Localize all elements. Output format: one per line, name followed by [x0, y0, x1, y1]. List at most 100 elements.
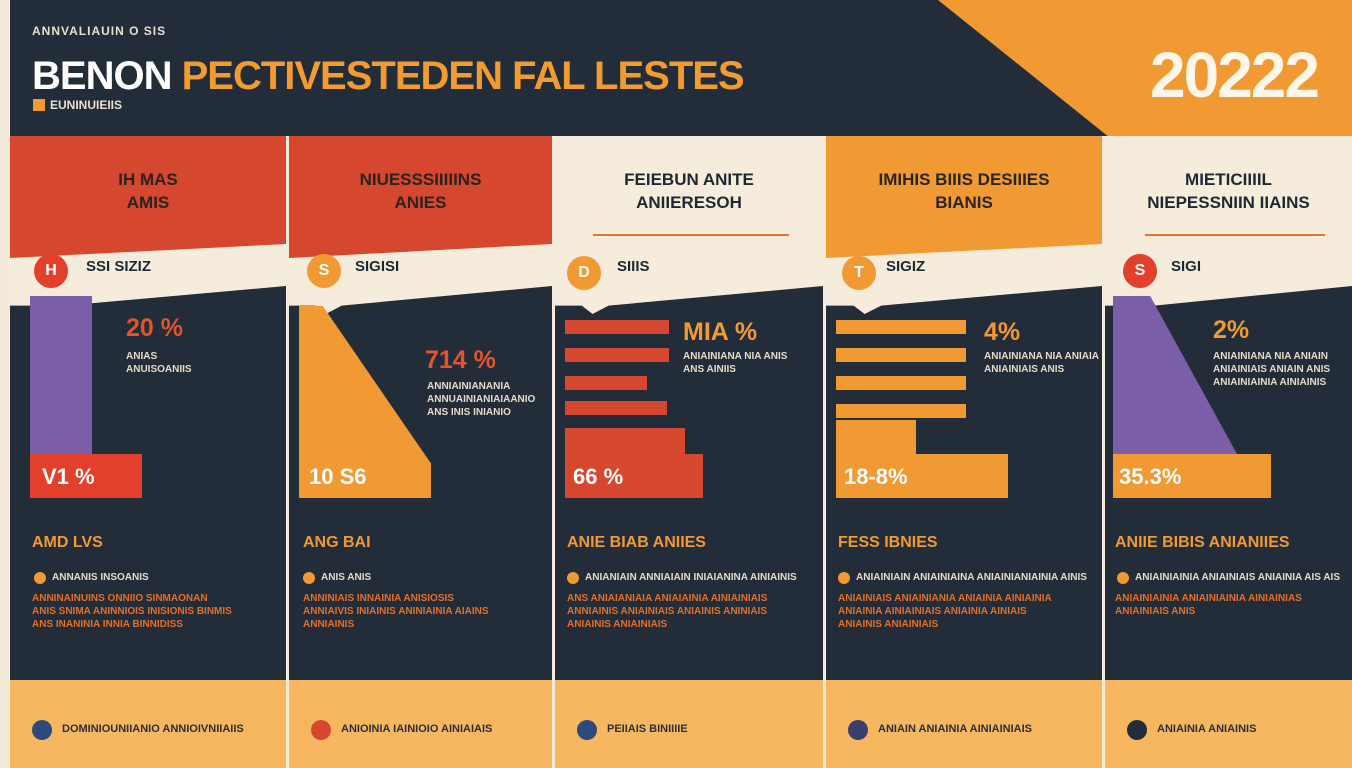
- chart-bar: [565, 376, 647, 390]
- column-header: FEIEBUN ANITE ANIIERESOH: [624, 170, 754, 212]
- section-title: ANG BAI: [303, 534, 371, 551]
- section-title: ANIE BIAB ANIIES: [567, 534, 706, 551]
- column-separator: [1102, 136, 1105, 768]
- left-margin: [0, 0, 10, 768]
- column-2: NIUESSSIIIIINS ANIES S SIGISI 714 % ANNI…: [289, 136, 552, 768]
- footer-dot-icon: [32, 720, 52, 740]
- column-badge-icon: H: [34, 254, 68, 288]
- chart-bar-vertical: [30, 296, 92, 454]
- percent-description: ANIAINIANA NIA ANIS ANS AINIIS: [683, 351, 788, 375]
- column-header: NIUESSSIIIIINS ANIES: [359, 170, 482, 212]
- bullet-text: ANIS ANIS: [321, 572, 372, 583]
- chart-bar: [836, 420, 916, 454]
- badge-label: SIGI: [1171, 258, 1202, 275]
- bullet-dot: [34, 572, 46, 584]
- chart-bar: [565, 428, 685, 454]
- column-footer: ANIAIN ANIAINIA AINIAINIAIS: [826, 680, 1102, 768]
- percent-value: 4%: [984, 318, 1021, 346]
- header-subtitle: EUNINUIEIIS: [50, 98, 123, 112]
- footer-dot-icon: [311, 720, 331, 740]
- column-badge-icon: S: [307, 254, 341, 288]
- column-footer: ANIOINIA IAINIOIO AINIAIAIS: [289, 680, 552, 768]
- column-5: MIETICIIIIL NIEPESSNIIN IIAINS S SIGI 2%…: [1105, 136, 1352, 768]
- percent-description: ANIAS ANUISOANIIS: [126, 351, 192, 375]
- footer-text: ANIAIN ANIAINIA AINIAINIAIS: [878, 723, 1032, 735]
- body-paragraph: ANIAINIAIS ANIAINIANIA ANIAINIA AINIAINI…: [838, 593, 1052, 630]
- column-header-bg: [555, 136, 823, 262]
- percent-value: MIA %: [683, 318, 758, 346]
- chart-bar-horizontal: [1113, 454, 1271, 498]
- badge-label: SSI SIZIZ: [86, 258, 152, 275]
- column-header-bg: [289, 136, 552, 262]
- column-footer: ANIAINIA ANIAINIS: [1105, 680, 1352, 768]
- chart-bar: [836, 404, 966, 418]
- subtitle-logo-icon: [33, 99, 45, 111]
- percent-value: 714 %: [425, 346, 496, 374]
- badge-label: SIGISI: [355, 258, 400, 275]
- footer-text: ANIOINIA IAINIOIO AINIAIAIS: [341, 723, 493, 735]
- footer-text: ANIAINIA ANIAINIS: [1157, 723, 1257, 735]
- section-title: AMD LVS: [32, 534, 103, 551]
- chart-bar-horizontal: [30, 454, 142, 498]
- bar-value: 18-8%: [844, 464, 908, 489]
- column-separator: [823, 136, 826, 768]
- column-separator: [552, 136, 555, 768]
- badge-label: SIIIS: [617, 258, 650, 275]
- bullet-text: ANIANIAIN ANNIAIAIN INIAIANINA AINIAINIS: [585, 572, 797, 583]
- chart-bar: [836, 376, 966, 390]
- column-footer: DOMINIOUNIIANIO ANNIOIVNIIAIIS: [10, 680, 286, 768]
- column-header: IMIHIS BIIIS DESIIIES BIANIS: [878, 170, 1050, 212]
- percent-description: ANIAINIANA NIA ANIAIA ANIAINIAIS ANIS: [984, 351, 1099, 375]
- year-label: 20222: [1150, 39, 1320, 111]
- column-3: FEIEBUN ANITE ANIIERESOH D SIIIS MIA % A…: [555, 136, 823, 768]
- column-badge-icon: S: [1123, 254, 1157, 288]
- chart-bar: [565, 401, 667, 415]
- bullet-dot: [303, 572, 315, 584]
- column-badge-icon: D: [567, 256, 601, 290]
- column-1: IH MAS AMIS H SSI SIZIZ 20 % ANIAS ANUIS…: [10, 136, 286, 768]
- chart-bar: [836, 454, 1008, 498]
- badge-label: SIGIZ: [886, 258, 926, 275]
- column-footer: PEIIAIS BINIIIIE: [555, 680, 823, 768]
- body-paragraph: ANIAINIAINIA ANIAINIAINIA AINIAINIAS ANI…: [1115, 593, 1302, 617]
- percent-value: 20 %: [126, 314, 183, 342]
- body-paragraph: ANNINIAIS INNAINIA ANISIOSIS ANNIAIVIS I…: [303, 593, 489, 630]
- bullet-dot: [567, 572, 579, 584]
- bullet-dot: [838, 572, 850, 584]
- chart-bar: [565, 454, 703, 498]
- header-kicker: ANNVALIAUIN O SIS: [32, 24, 167, 38]
- percent-description: ANNIAINIANANIA ANNUAINIANIAIAANIO ANS IN…: [427, 381, 536, 418]
- column-4: IMIHIS BIIIS DESIIIES BIANIS T SIGIZ 4% …: [826, 136, 1102, 768]
- bar-value: 66 %: [573, 464, 624, 489]
- section-title: ANIIE BIBIS ANIANIIES: [1115, 534, 1290, 551]
- body-paragraph: ANS ANIAIANIAIA ANIAIAINIA AINIAINIAIS A…: [567, 593, 768, 630]
- footer-dot-icon: [1127, 720, 1147, 740]
- bar-value: 10 S6: [309, 464, 367, 489]
- column-badge-icon: T: [842, 256, 876, 290]
- bar-value: 35.3%: [1119, 464, 1182, 489]
- percent-value: 2%: [1213, 316, 1250, 344]
- page-title: BENON PECTIVESTEDEN FAL LESTES: [32, 54, 745, 99]
- column-header-bg: [826, 136, 1102, 262]
- footer-dot-icon: [577, 720, 597, 740]
- footer-text: DOMINIOUNIIANIO ANNIOIVNIIAIIS: [62, 723, 244, 735]
- header-banner: [10, 0, 1352, 136]
- section-title: FESS IBNIES: [838, 534, 938, 551]
- chart-bar: [836, 348, 966, 362]
- title-orange-part: PECTIVESTEDEN FAL LESTES: [181, 54, 745, 98]
- column-header: MIETICIIIIL NIEPESSNIIN IIAINS: [1147, 170, 1310, 212]
- column-header-bg: [10, 136, 286, 262]
- header-divider: [593, 234, 789, 236]
- body-paragraph: ANNINAINUINS ONNIIO SINMAONAN ANIS SNIMA…: [32, 593, 232, 630]
- footer-dot-icon: [848, 720, 868, 740]
- header-divider: [1145, 234, 1325, 236]
- bullet-text: ANNANIS INSOANIS: [52, 572, 149, 583]
- column-header: IH MAS AMIS: [118, 170, 178, 212]
- bar-value: V1 %: [42, 464, 95, 489]
- bullet-dot: [1117, 572, 1129, 584]
- column-separator: [286, 136, 289, 768]
- footer-text: PEIIAIS BINIIIIE: [607, 723, 688, 735]
- bullet-text: ANIAINIAIN ANIAINIAINA ANIAINIANIAINIA A…: [856, 572, 1087, 583]
- chart-bar: [565, 320, 669, 334]
